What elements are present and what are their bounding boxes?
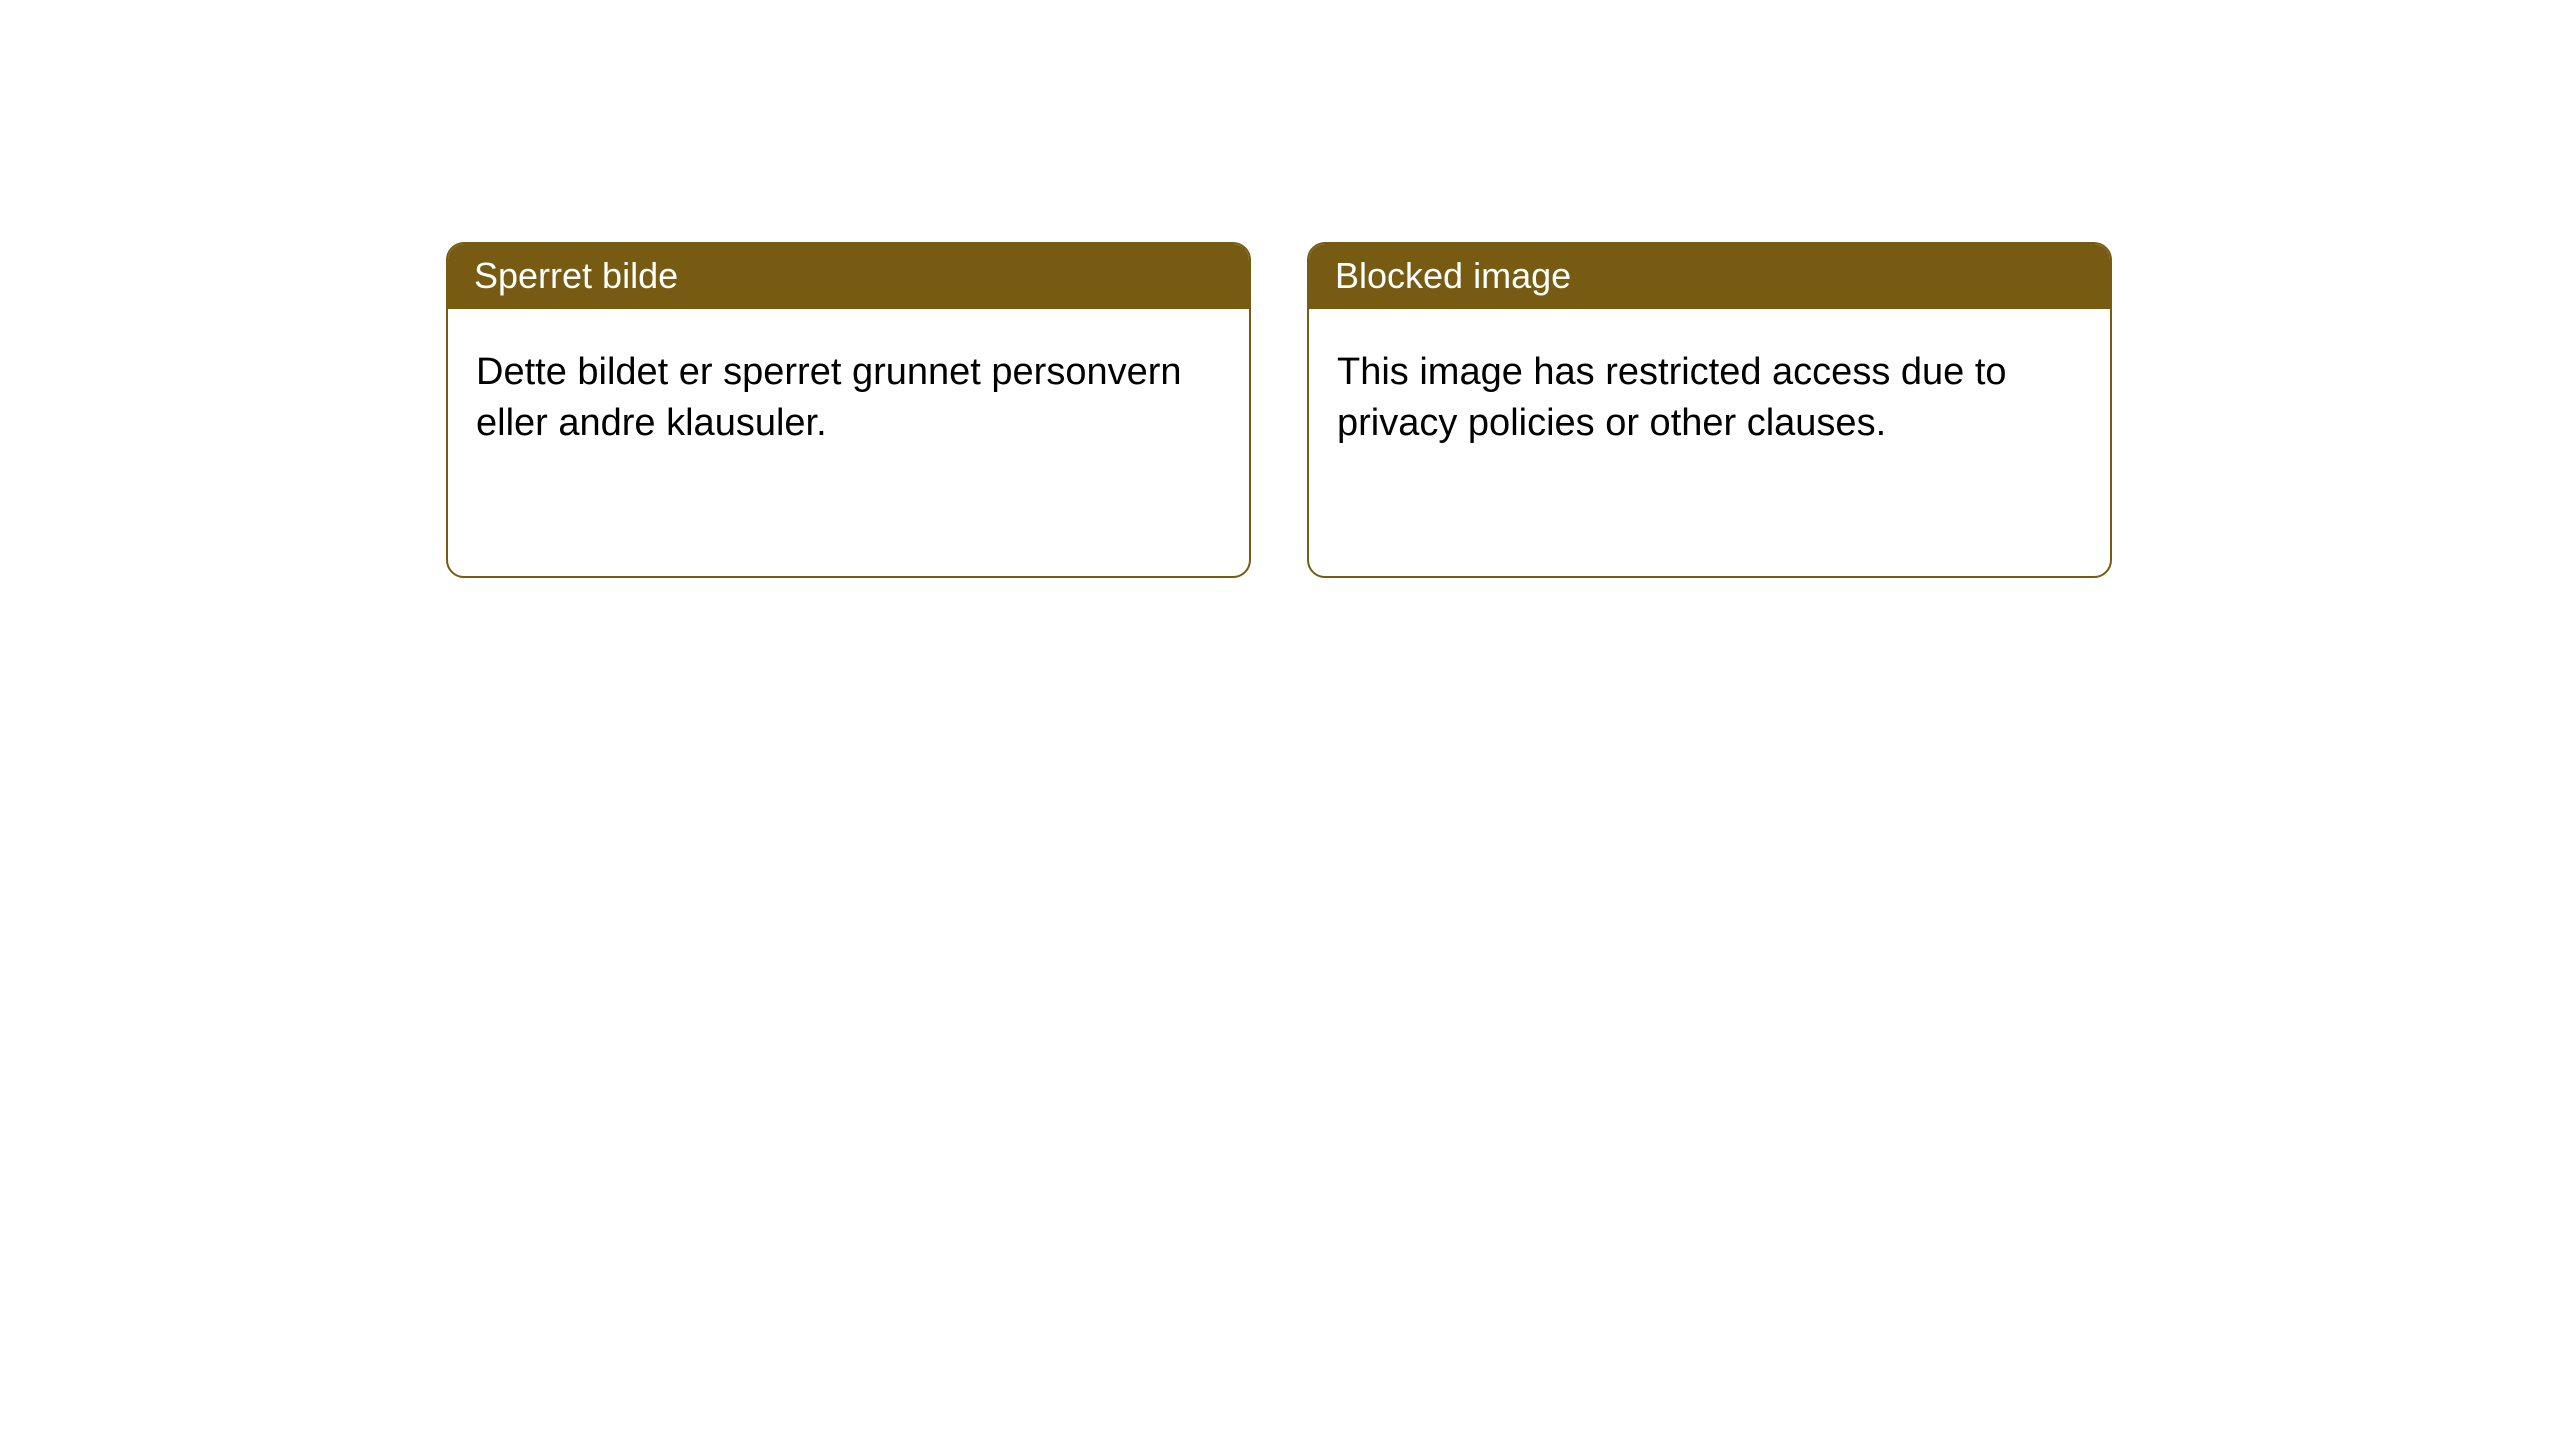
notice-card-no: Sperret bilde Dette bildet er sperret gr… (446, 242, 1251, 578)
notice-card-title: Sperret bilde (448, 244, 1249, 309)
notice-card-body: Dette bildet er sperret grunnet personve… (448, 309, 1249, 488)
notice-card-title: Blocked image (1309, 244, 2110, 309)
notice-container: Sperret bilde Dette bildet er sperret gr… (0, 0, 2560, 578)
notice-card-body: This image has restricted access due to … (1309, 309, 2110, 488)
notice-card-en: Blocked image This image has restricted … (1307, 242, 2112, 578)
